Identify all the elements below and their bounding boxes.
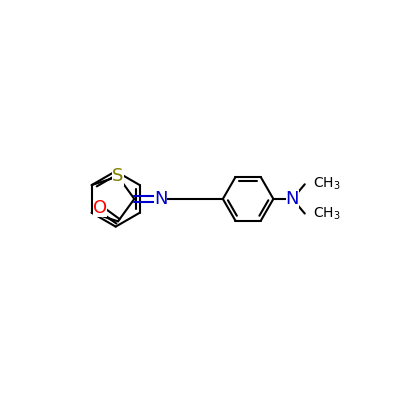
Text: N: N: [286, 190, 299, 208]
Text: N: N: [154, 190, 167, 208]
Text: S: S: [112, 168, 124, 186]
Text: CH$_3$: CH$_3$: [313, 176, 341, 192]
Text: CH$_3$: CH$_3$: [313, 206, 341, 222]
Text: O: O: [93, 199, 107, 217]
